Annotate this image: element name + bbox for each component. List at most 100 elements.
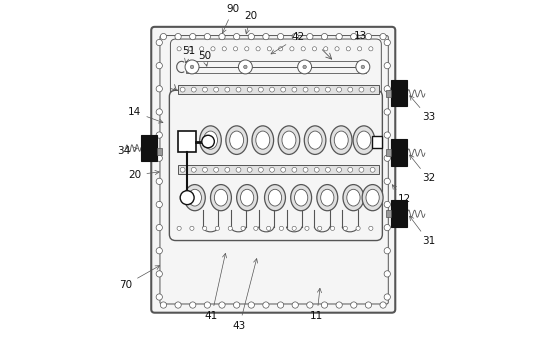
Circle shape bbox=[190, 34, 196, 40]
Circle shape bbox=[191, 87, 196, 92]
Circle shape bbox=[200, 47, 204, 51]
Circle shape bbox=[270, 167, 274, 172]
Circle shape bbox=[263, 34, 269, 40]
Circle shape bbox=[156, 132, 162, 138]
Circle shape bbox=[358, 47, 362, 51]
Circle shape bbox=[384, 155, 390, 161]
Circle shape bbox=[277, 302, 284, 308]
Circle shape bbox=[384, 109, 390, 115]
Circle shape bbox=[365, 34, 372, 40]
Circle shape bbox=[156, 294, 162, 300]
Text: 11: 11 bbox=[310, 288, 323, 321]
Bar bbox=[391, 80, 407, 106]
Circle shape bbox=[359, 167, 364, 172]
Circle shape bbox=[228, 226, 232, 230]
Circle shape bbox=[384, 294, 390, 300]
Circle shape bbox=[280, 167, 285, 172]
Circle shape bbox=[191, 167, 196, 172]
Circle shape bbox=[290, 47, 294, 51]
Text: 14: 14 bbox=[128, 107, 163, 123]
Circle shape bbox=[216, 226, 219, 230]
Ellipse shape bbox=[362, 184, 383, 211]
Text: 43: 43 bbox=[233, 259, 257, 331]
Circle shape bbox=[292, 87, 297, 92]
Circle shape bbox=[346, 47, 350, 51]
Circle shape bbox=[356, 226, 360, 230]
Circle shape bbox=[307, 302, 313, 308]
Circle shape bbox=[180, 191, 194, 205]
Circle shape bbox=[258, 87, 263, 92]
Circle shape bbox=[156, 271, 162, 277]
Circle shape bbox=[384, 201, 390, 208]
FancyBboxPatch shape bbox=[170, 39, 381, 97]
Ellipse shape bbox=[278, 126, 300, 154]
Circle shape bbox=[254, 226, 258, 230]
Circle shape bbox=[365, 302, 372, 308]
Ellipse shape bbox=[317, 184, 338, 211]
Text: 41: 41 bbox=[205, 253, 227, 321]
Ellipse shape bbox=[265, 184, 285, 211]
Circle shape bbox=[314, 167, 319, 172]
Circle shape bbox=[236, 167, 241, 172]
Circle shape bbox=[277, 34, 284, 40]
Circle shape bbox=[336, 302, 342, 308]
Circle shape bbox=[270, 87, 274, 92]
Circle shape bbox=[356, 60, 370, 74]
Circle shape bbox=[369, 47, 373, 51]
Circle shape bbox=[234, 302, 240, 308]
Text: 34: 34 bbox=[117, 146, 138, 156]
Ellipse shape bbox=[294, 189, 308, 206]
Text: 50: 50 bbox=[198, 51, 211, 66]
Circle shape bbox=[292, 226, 296, 230]
Bar bbox=[178, 131, 196, 152]
Circle shape bbox=[335, 47, 339, 51]
Circle shape bbox=[160, 302, 167, 308]
Bar bbox=[178, 85, 378, 95]
Circle shape bbox=[267, 47, 272, 51]
Circle shape bbox=[241, 226, 245, 230]
Circle shape bbox=[380, 302, 386, 308]
Circle shape bbox=[369, 226, 373, 230]
Circle shape bbox=[314, 87, 319, 92]
Circle shape bbox=[180, 167, 185, 172]
Text: 32: 32 bbox=[410, 155, 435, 183]
Circle shape bbox=[351, 302, 357, 308]
Text: 90: 90 bbox=[222, 5, 240, 33]
Circle shape bbox=[298, 60, 312, 74]
Circle shape bbox=[303, 65, 306, 69]
Circle shape bbox=[267, 226, 271, 230]
Circle shape bbox=[384, 63, 390, 69]
Text: 12: 12 bbox=[392, 185, 411, 204]
FancyBboxPatch shape bbox=[169, 90, 382, 240]
Circle shape bbox=[236, 87, 241, 92]
Circle shape bbox=[190, 302, 196, 308]
Circle shape bbox=[202, 226, 207, 230]
Circle shape bbox=[204, 302, 211, 308]
Circle shape bbox=[156, 40, 162, 46]
Circle shape bbox=[214, 87, 218, 92]
Circle shape bbox=[202, 135, 214, 148]
Circle shape bbox=[384, 247, 390, 254]
Ellipse shape bbox=[343, 184, 364, 211]
Circle shape bbox=[202, 87, 207, 92]
Circle shape bbox=[245, 47, 249, 51]
Ellipse shape bbox=[331, 126, 352, 154]
Circle shape bbox=[326, 87, 331, 92]
Circle shape bbox=[190, 65, 194, 69]
Circle shape bbox=[156, 86, 162, 92]
Ellipse shape bbox=[308, 131, 322, 149]
Circle shape bbox=[190, 226, 194, 230]
Circle shape bbox=[263, 302, 269, 308]
Circle shape bbox=[214, 167, 218, 172]
Circle shape bbox=[321, 302, 328, 308]
Ellipse shape bbox=[357, 131, 371, 149]
Circle shape bbox=[222, 47, 227, 51]
Circle shape bbox=[225, 87, 230, 92]
Circle shape bbox=[361, 65, 365, 69]
Bar bbox=[386, 90, 391, 97]
Circle shape bbox=[301, 47, 305, 51]
Circle shape bbox=[160, 34, 167, 40]
Bar bbox=[391, 200, 407, 226]
Circle shape bbox=[336, 34, 342, 40]
Circle shape bbox=[156, 201, 162, 208]
